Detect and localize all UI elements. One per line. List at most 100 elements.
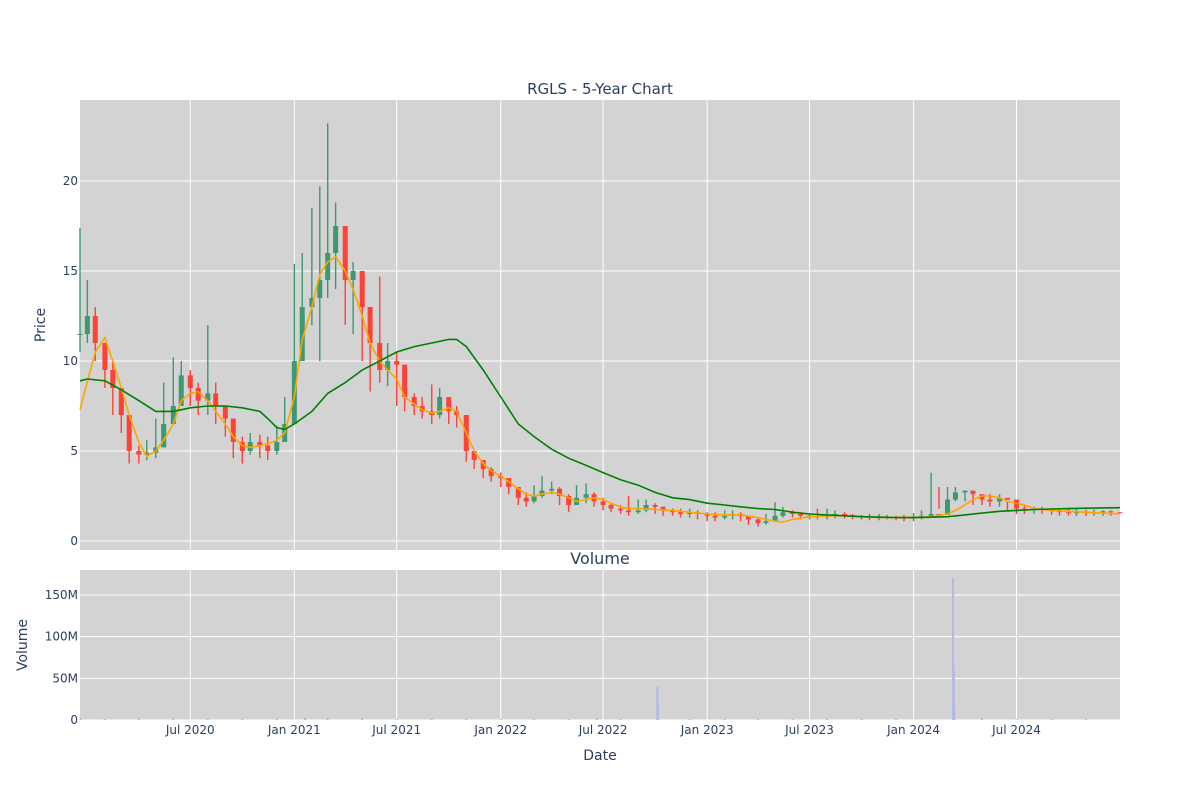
price-candle-body — [618, 508, 624, 511]
price-candle-body — [635, 510, 641, 513]
price-candle-body — [583, 494, 589, 498]
price-candle-body — [1066, 512, 1072, 514]
x-tick-label: Jul 2023 — [784, 723, 834, 737]
volume-bar — [1015, 719, 1018, 720]
price-candle-body — [722, 515, 728, 518]
price-candle-body — [780, 512, 786, 516]
volume-plot-area — [80, 570, 1120, 720]
price-y-tick-label: 20 — [63, 174, 78, 188]
price-candle-body — [274, 442, 280, 451]
price-candle-body — [170, 406, 176, 424]
price-candle-body — [608, 505, 614, 509]
price-candle-body — [970, 490, 976, 495]
volume-bar — [1050, 719, 1053, 720]
volume-y-tick-label: 150M — [45, 588, 78, 602]
volume-bar — [619, 719, 622, 720]
price-candle-body — [790, 512, 796, 514]
price-candle-body — [402, 364, 408, 397]
price-grid — [80, 100, 1120, 550]
price-candle-body — [446, 397, 452, 412]
price-candle-body — [213, 393, 219, 406]
price-candle-body — [660, 506, 666, 511]
chart-title: RGLS - 5-Year Chart — [527, 80, 673, 98]
x-tick-label: Jul 2020 — [165, 723, 215, 737]
volume-bar — [981, 718, 984, 720]
volume-y-axis-label: Volume — [15, 619, 31, 671]
price-candle-body — [437, 397, 443, 415]
price-candle-body — [411, 397, 417, 406]
price-candle-body — [523, 497, 529, 502]
price-candle-body — [979, 494, 985, 500]
volume-bar — [326, 718, 329, 720]
price-candle-body — [643, 505, 649, 511]
price-candle-body — [317, 280, 323, 298]
price-candle-body — [549, 488, 555, 491]
price-candle-body — [755, 519, 761, 523]
price-moving-averages — [79, 255, 1121, 523]
price-candle-body — [367, 307, 373, 343]
volume-bar — [791, 719, 794, 720]
price-candle-body — [377, 343, 383, 370]
price-candle-body — [626, 510, 632, 513]
date-x-ticks: Jul 2020 Jan 2021 Jul 2021 Jan 2022 Jul 2022… — [165, 723, 1041, 737]
price-candle-body — [945, 499, 951, 515]
volume-y-tick-label: 50M — [52, 671, 78, 685]
price-candle-body — [842, 514, 848, 515]
price-candle-body — [600, 501, 606, 505]
volume-bar — [304, 717, 307, 720]
price-candle-body — [745, 515, 751, 520]
volume-bar — [137, 719, 140, 720]
volume-y-tick-label: 100M — [45, 630, 78, 644]
price-y-tick-label: 15 — [63, 264, 78, 278]
price-candle-body — [557, 488, 563, 496]
price-y-axis-label: Price — [33, 308, 49, 342]
volume-bar — [465, 719, 468, 720]
volume-bar — [953, 703, 956, 720]
x-tick-label: Jan 2023 — [680, 723, 734, 737]
volume-bar — [656, 707, 659, 720]
price-candle-body — [136, 451, 142, 455]
price-candle-body — [772, 515, 778, 522]
volume-y-tick-label: 0 — [70, 713, 78, 727]
price-candle-body — [515, 487, 521, 498]
price-candle-body — [257, 442, 263, 446]
price-candle-body — [333, 226, 339, 253]
volume-subplot-title: Volume — [570, 549, 630, 568]
price-candle-body — [997, 497, 1003, 502]
volume-bars — [79, 578, 1088, 720]
price-candle-body — [1073, 512, 1079, 514]
price-y-ticks: 0 5 10 15 20 — [63, 174, 78, 548]
price-candle-body — [1100, 511, 1106, 513]
price-candle-body — [187, 375, 193, 388]
price-candle-body — [84, 316, 90, 334]
price-candle-body — [342, 226, 348, 280]
price-candle-body — [110, 370, 116, 388]
price-candle-body — [359, 271, 365, 307]
price-candle-body — [195, 388, 201, 401]
volume-bar — [499, 719, 502, 720]
price-candle-body — [394, 361, 400, 365]
volume-bar — [595, 718, 598, 720]
price-plot-area — [80, 100, 1120, 550]
x-axis-label: Date — [583, 748, 616, 764]
volume-bar — [826, 719, 829, 720]
volume-bar — [533, 719, 536, 720]
price-y-tick-label: 5 — [70, 444, 78, 458]
price-candle-body — [539, 490, 545, 496]
price-candle-body — [763, 521, 769, 523]
volume-bar — [757, 719, 760, 720]
volume-bar — [952, 578, 955, 720]
price-candle-body — [325, 253, 331, 280]
price-candle-body — [144, 452, 150, 455]
volume-grid — [80, 570, 1120, 721]
price-candle-body — [161, 424, 167, 448]
volume-bar — [860, 719, 863, 720]
volume-bar — [103, 719, 106, 720]
volume-bar — [688, 719, 691, 720]
price-candle-body — [77, 334, 83, 335]
volume-bar — [395, 719, 398, 720]
price-candle-body — [1014, 499, 1020, 509]
x-tick-label: Jan 2021 — [267, 723, 321, 737]
